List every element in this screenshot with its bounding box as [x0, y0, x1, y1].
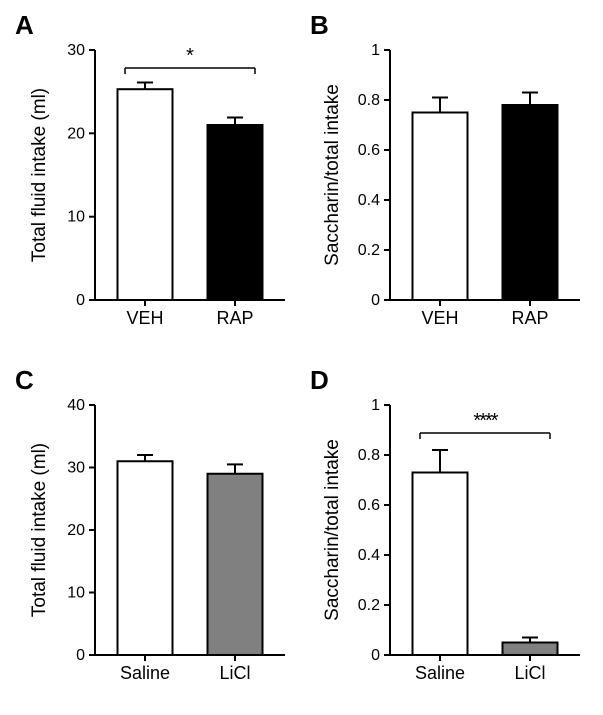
chart-b-ytick-5: 1	[371, 42, 380, 59]
chart-a-ytick-1: 10	[67, 209, 85, 226]
plot-a: 0 10 20 30 Total fluid intake (ml)	[29, 42, 285, 328]
figure-container: A 0 10 20 30 Total fluid intake (ml)	[0, 0, 603, 715]
chart-b-ytick-1: 0.2	[358, 242, 380, 259]
plot-c: 0 10 20 30 40 Total fluid intake (ml) Sa…	[29, 397, 285, 683]
chart-d-ytick-3: 0.6	[358, 497, 380, 514]
chart-d-ytick-0: 0	[371, 647, 380, 664]
chart-c-xtick-1: LiCl	[219, 663, 250, 683]
chart-a-ytick-2: 20	[67, 125, 85, 142]
chart-c-ytick-4: 40	[67, 397, 85, 414]
chart-c: 0 10 20 30 40 Total fluid intake (ml) Sa…	[15, 365, 295, 705]
chart-c-ytick-0: 0	[76, 647, 85, 664]
chart-c-bar-saline	[118, 461, 173, 655]
chart-a-bar-veh	[118, 89, 173, 300]
plot-d: 0 0.2 0.4 0.6 0.8 1 Saccharin/total inta…	[322, 397, 580, 683]
chart-d-ylabel: Saccharin/total intake	[322, 439, 343, 621]
chart-d-ytick-5: 1	[371, 397, 380, 414]
chart-a: 0 10 20 30 Total fluid intake (ml)	[15, 10, 295, 350]
chart-b: 0 0.2 0.4 0.6 0.8 1 Saccharin/total inta…	[310, 10, 590, 350]
chart-b-ytick-2: 0.4	[358, 192, 380, 209]
chart-b-bar-rap	[503, 105, 558, 300]
plot-b: 0 0.2 0.4 0.6 0.8 1 Saccharin/total inta…	[322, 42, 580, 328]
chart-c-ytick-3: 30	[67, 460, 85, 477]
chart-a-xtick-1: RAP	[216, 308, 253, 328]
chart-c-bar-licl	[208, 474, 263, 655]
chart-b-ytick-3: 0.6	[358, 142, 380, 159]
chart-d-xtick-0: Saline	[415, 663, 465, 683]
chart-b-bar-veh	[413, 113, 468, 301]
chart-d-ytick-1: 0.2	[358, 597, 380, 614]
chart-d-bar-saline	[413, 473, 468, 656]
chart-c-ylabel: Total fluid intake (ml)	[29, 443, 50, 617]
chart-b-ytick-0: 0	[371, 292, 380, 309]
panel-d: D 0 0.2 0.4 0.6 0.8 1 Saccharin/total in…	[310, 365, 590, 705]
chart-d-ytick-4: 0.8	[358, 447, 380, 464]
chart-d-ytick-2: 0.4	[358, 547, 380, 564]
chart-b-ylabel: Saccharin/total intake	[322, 84, 343, 266]
chart-d-xtick-1: LiCl	[514, 663, 545, 683]
chart-a-bar-rap	[208, 125, 263, 300]
chart-d-bar-licl	[503, 643, 558, 656]
chart-a-xtick-0: VEH	[126, 308, 163, 328]
panel-c: C 0 10 20 30 40 Total fluid intake (ml)	[15, 365, 295, 705]
chart-a-ylabel: Total fluid intake (ml)	[29, 88, 50, 262]
chart-a-ytick-0: 0	[76, 292, 85, 309]
chart-b-xtick-1: RAP	[511, 308, 548, 328]
chart-a-ytick-3: 30	[67, 42, 85, 59]
panel-b: B 0 0.2 0.4 0.6 0.8 1 Saccharin/total in…	[310, 10, 590, 350]
chart-d-significance: ****	[473, 410, 498, 432]
chart-d: 0 0.2 0.4 0.6 0.8 1 Saccharin/total inta…	[310, 365, 590, 705]
chart-c-xtick-0: Saline	[120, 663, 170, 683]
chart-c-ytick-1: 10	[67, 585, 85, 602]
chart-b-xtick-0: VEH	[421, 308, 458, 328]
chart-b-ytick-4: 0.8	[358, 92, 380, 109]
chart-c-ytick-2: 20	[67, 522, 85, 539]
panel-a: A 0 10 20 30 Total fluid intake (ml)	[15, 10, 295, 350]
chart-a-significance: *	[186, 45, 194, 67]
